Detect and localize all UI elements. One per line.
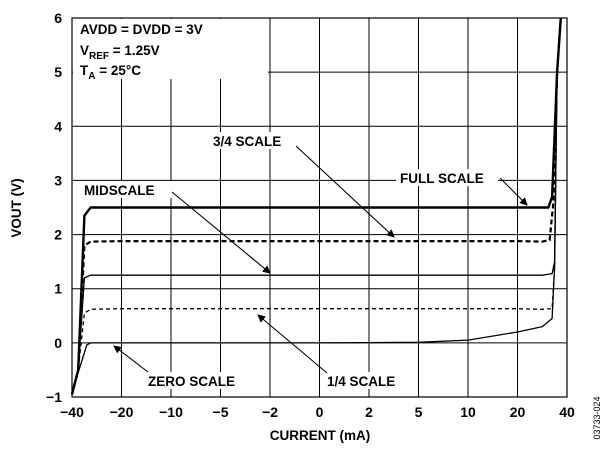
arrow-1-4-scale [257, 314, 328, 374]
annotation-midscale: MIDSCALE [84, 183, 155, 198]
condition-vref: VREF = 1.25V [80, 43, 160, 62]
figure-id: 03733-024 [592, 396, 602, 439]
x-axis-title: CURRENT (mA) [270, 428, 371, 443]
series-lines [70, 17, 562, 395]
y-tick-label: 1 [54, 281, 62, 297]
arrow-full-scale [499, 177, 528, 206]
series-line-3-4-scale [70, 17, 562, 395]
arrow-zero-scale [113, 345, 149, 373]
y-tick-label: 5 [54, 64, 62, 80]
x-tick-label: −40 [60, 404, 84, 420]
x-tick-label: 0 [316, 404, 324, 420]
arrow-midscale [171, 191, 271, 274]
conditions-box: AVDD = DVDD = 3V VREF = 1.25V TA = 25°C [73, 19, 268, 82]
y-tick-label: 4 [54, 118, 62, 134]
x-axis-ticks: −40 −20 −10 −5 −2 0 2 5 10 20 40 [60, 404, 575, 420]
condition-temperature: TA = 25°C [80, 63, 141, 82]
y-tick-label: −1 [46, 389, 62, 405]
x-tick-label: −10 [159, 404, 183, 420]
x-tick-label: 40 [559, 404, 575, 420]
y-tick-label: 6 [54, 10, 62, 26]
series-line-zero-scale [71, 17, 562, 395]
x-tick-label: 20 [510, 404, 526, 420]
annotation-full-scale: FULL SCALE [400, 171, 484, 186]
annotations: 3/4 SCALE MIDSCALE FULL SCALE ZERO SCALE… [80, 132, 528, 389]
x-tick-label: −5 [213, 404, 229, 420]
condition-supply: AVDD = DVDD = 3V [80, 22, 203, 37]
annotation-3-4-scale: 3/4 SCALE [213, 134, 281, 149]
y-tick-label: 3 [54, 172, 62, 188]
y-tick-label: 2 [54, 227, 62, 243]
x-tick-label: −20 [110, 404, 134, 420]
x-tick-label: −2 [262, 404, 278, 420]
x-tick-label: 5 [415, 404, 423, 420]
arrow-3-4-scale [295, 145, 395, 238]
annotation-zero-scale: ZERO SCALE [148, 374, 235, 389]
y-axis-title: VOUT (V) [9, 178, 24, 237]
series-line-1-4-scale [71, 17, 562, 395]
x-tick-label: 2 [365, 404, 373, 420]
annotation-1-4-scale: 1/4 SCALE [327, 374, 395, 389]
y-tick-label: 0 [54, 335, 62, 351]
plot-frame [71, 17, 568, 398]
y-axis-ticks: −1 0 1 2 3 4 5 6 [46, 10, 62, 405]
x-tick-label: 10 [460, 404, 476, 420]
